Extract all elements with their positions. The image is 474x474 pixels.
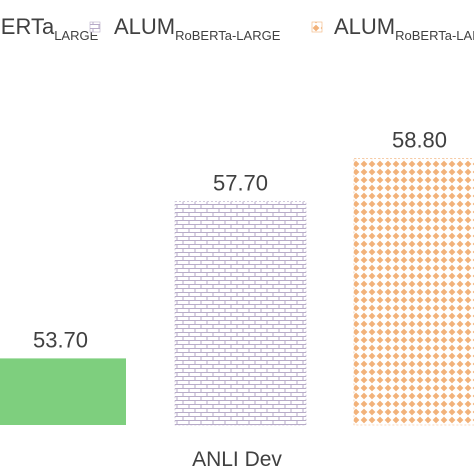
legend: RoBERTaLARGEALUMRoBERTa-LARGEALUMRoBERTa…	[0, 14, 474, 43]
legend-marker-series-3	[311, 21, 323, 33]
legend-label-series-1: RoBERTaLARGE	[0, 14, 99, 43]
bar-series-1	[0, 358, 126, 425]
value-label-series-1: 53.70	[33, 327, 88, 352]
legend-name-series-2: ALUM	[114, 14, 175, 39]
legend-marker-series-2	[89, 21, 101, 33]
bar-series-2	[174, 201, 307, 426]
category-axis: ANLI Dev	[192, 448, 282, 471]
bars-group	[0, 158, 474, 426]
legend-subscript-series-2: RoBERTa-LARGE	[175, 28, 281, 43]
legend-label-series-3: ALUMRoBERTa-LARGE-SMART	[334, 14, 474, 43]
value-label-series-3: 58.80	[392, 128, 447, 153]
value-labels-group: 53.70 57.70 58.80	[33, 128, 447, 353]
legend-name-series-3: ALUM	[334, 14, 395, 39]
legend-subscript-series-1: LARGE	[54, 28, 98, 43]
legend-name-series-1: RoBERTa	[0, 14, 55, 39]
category-label: ANLI Dev	[192, 448, 282, 471]
value-label-series-2: 57.70	[213, 171, 268, 196]
legend-label-series-2: ALUMRoBERTa-LARGE	[114, 14, 281, 43]
bar-series-3	[353, 158, 474, 426]
legend-subscript-series-3: RoBERTa-LARGE-SMART	[395, 28, 474, 43]
